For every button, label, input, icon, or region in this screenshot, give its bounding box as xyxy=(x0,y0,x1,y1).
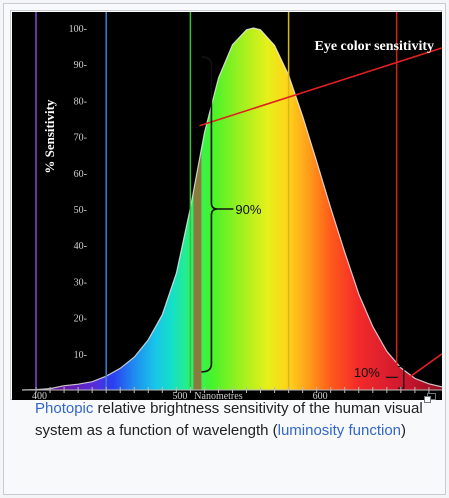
y-tick-label-60: 60- xyxy=(74,169,87,180)
chart-frame[interactable]: 90% 10% 10- 20- 30- 40- 50- 60- 70- 80- 90- 100- % S… xyxy=(10,10,442,400)
y-tick-label-80: 80- xyxy=(74,96,87,107)
y-axis-label: % Sensitivity xyxy=(42,99,57,174)
luminosity-chart[interactable]: 90% 10% 10- 20- 30- 40- 50- 60- 70- 80- 90- 100- % S… xyxy=(12,12,442,400)
y-tick-label-10: 10- xyxy=(74,350,87,361)
x-tick-label-400: 400 xyxy=(32,391,47,400)
y-tick-label-40: 40- xyxy=(74,241,87,252)
y-tick-label-20: 20- xyxy=(74,314,87,325)
x-tick-label-600: 600 xyxy=(313,391,328,400)
annotation-leader-top xyxy=(199,47,442,127)
annotation-leader-bottom xyxy=(408,353,442,378)
y-tick-label-50: 50- xyxy=(74,205,87,216)
x-tick-label-500: 500 xyxy=(172,391,187,400)
photopic-link[interactable]: Photopic xyxy=(35,400,94,417)
y-tick-label-70: 70- xyxy=(74,133,87,144)
bracket-90 xyxy=(201,56,218,373)
caption-text-1: relative brightness sensitivity of the h… xyxy=(35,400,423,439)
x-axis-label: Nanometres xyxy=(194,391,242,400)
highlight-band xyxy=(193,28,202,390)
annotation-90: 90% xyxy=(235,202,261,217)
chart-title: Eye color sensitivity xyxy=(314,39,434,54)
annotation-10: 10% xyxy=(354,365,380,380)
magnify-icon[interactable] xyxy=(424,393,436,403)
caption-text-2: ) xyxy=(401,422,407,439)
sensitivity-curve xyxy=(21,27,442,391)
y-tick-label-30: 30- xyxy=(74,277,87,288)
figure-caption: Photopic relative brightness sensitivity… xyxy=(35,398,430,442)
y-tick-label-100: 100- xyxy=(69,24,87,35)
luminosity-function-link[interactable]: luminosity function xyxy=(277,422,402,439)
y-tick-label-90: 90- xyxy=(74,60,87,71)
